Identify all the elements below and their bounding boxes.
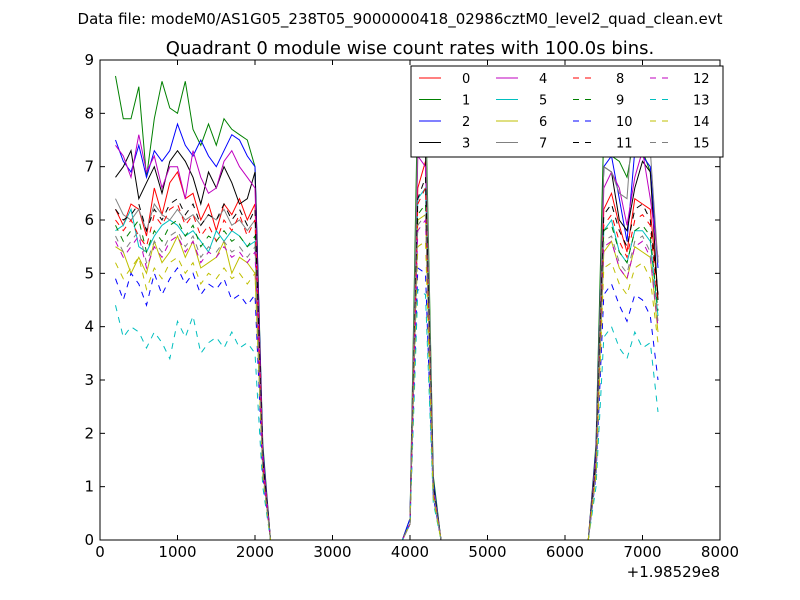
y-tick-label: 2 bbox=[84, 424, 94, 442]
legend-label-7: 7 bbox=[539, 137, 547, 152]
legend-label-5: 5 bbox=[539, 94, 547, 109]
legend-label-1: 1 bbox=[462, 94, 470, 109]
y-tick-label: 0 bbox=[84, 531, 94, 549]
chart-title: Quadrant 0 module wise count rates with … bbox=[166, 38, 655, 59]
y-tick-label: 5 bbox=[84, 264, 94, 282]
y-tick-label: 8 bbox=[84, 104, 94, 122]
x-tick-label: 3000 bbox=[313, 543, 351, 561]
figure-suptitle: Data file: modeM0/AS1G05_238T05_90000004… bbox=[78, 10, 723, 29]
y-tick-label: 4 bbox=[84, 318, 94, 336]
y-tick-label: 9 bbox=[84, 51, 94, 69]
legend-label-6: 6 bbox=[539, 115, 547, 130]
legend-label-15: 15 bbox=[693, 137, 710, 152]
x-tick-label: 6000 bbox=[546, 543, 584, 561]
x-tick-label: 4000 bbox=[391, 543, 429, 561]
y-tick-label: 7 bbox=[84, 158, 94, 176]
legend-label-12: 12 bbox=[693, 72, 710, 87]
legend-label-9: 9 bbox=[616, 94, 624, 109]
legend-label-8: 8 bbox=[616, 72, 624, 87]
y-tick-label: 1 bbox=[84, 478, 94, 496]
legend-label-11: 11 bbox=[616, 137, 633, 152]
legend-label-14: 14 bbox=[693, 115, 710, 130]
y-tick-label: 3 bbox=[84, 371, 94, 389]
legend-label-13: 13 bbox=[693, 94, 710, 109]
legend-label-10: 10 bbox=[616, 115, 633, 130]
y-tick-label: 6 bbox=[84, 211, 94, 229]
x-tick-label: 5000 bbox=[468, 543, 506, 561]
legend-label-2: 2 bbox=[462, 115, 470, 130]
legend-label-3: 3 bbox=[462, 137, 470, 152]
x-tick-label: 2000 bbox=[236, 543, 274, 561]
x-axis: 0 1000 2000 3000 4000 5000 6000 7000 8000 bbox=[95, 60, 739, 561]
x-tick-label: 1000 bbox=[158, 543, 196, 561]
x-tick-label: 7000 bbox=[623, 543, 661, 561]
legend-label-4: 4 bbox=[539, 72, 547, 87]
x-offset-label: +1.98529e8 bbox=[627, 563, 720, 581]
legend-label-0: 0 bbox=[462, 72, 470, 87]
x-tick-label: 8000 bbox=[701, 543, 739, 561]
x-tick-label: 0 bbox=[95, 543, 105, 561]
legend-box bbox=[410, 65, 724, 158]
